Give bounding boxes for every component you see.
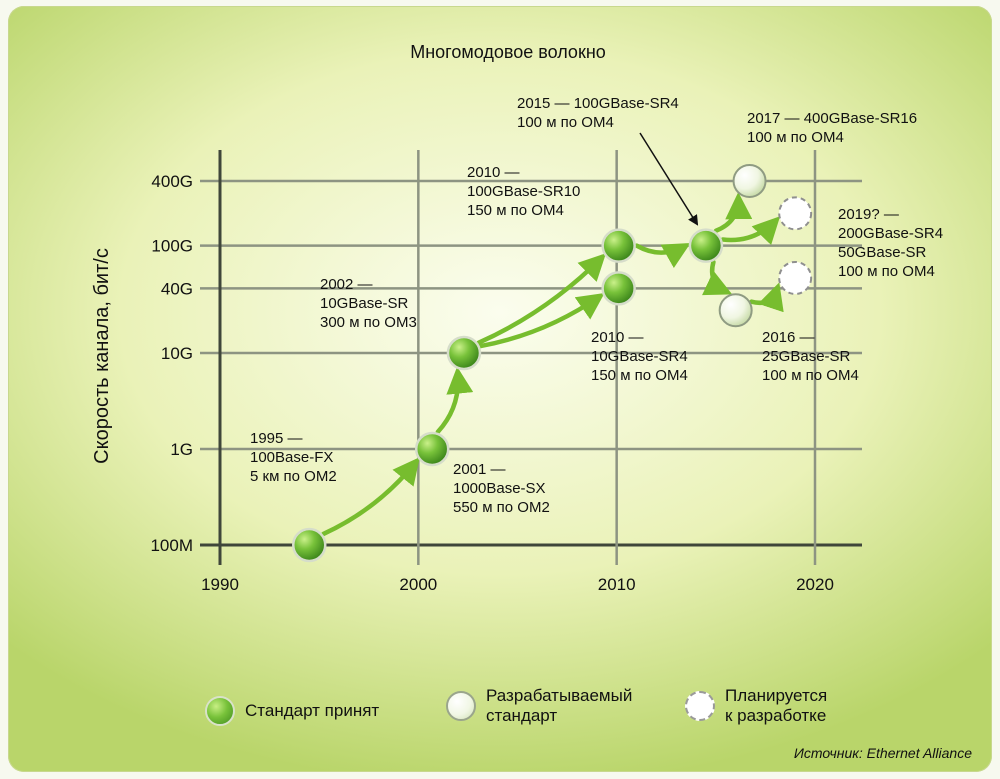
- source-note: Источник: Ethernet Alliance: [793, 745, 972, 761]
- legend-item-accepted: Стандарт принят: [205, 696, 379, 726]
- point-p2019a: [778, 196, 813, 231]
- arrow-p2015-to-p2017: [713, 192, 753, 233]
- points: [292, 164, 813, 563]
- x-tick-label-2020: 2020: [796, 575, 834, 594]
- annotation-2002: 2002 — 10GBase-SR 300 м по OM3: [320, 276, 417, 331]
- chart-panel: [8, 6, 992, 772]
- y-tick-label-1G: 1G: [170, 440, 193, 459]
- arrow-p2016-to-p2019b: [749, 282, 784, 313]
- y-tick-label-40G: 40G: [161, 279, 193, 298]
- point-p2010a: [601, 228, 636, 263]
- point-p2019b: [778, 260, 813, 295]
- x-tick-label-1990: 1990: [201, 575, 239, 594]
- legend-label-accepted: Стандарт принят: [245, 701, 380, 720]
- chart-title: Многомодовое волокно: [410, 42, 606, 62]
- y-tick-label-10G: 10G: [161, 344, 193, 363]
- annotation-2016: 2016 — 25GBase-SR 100 м по OM4: [762, 329, 859, 384]
- point-p1995: [292, 527, 327, 563]
- x-axis-ticks: 1990 2000 2010 2020: [201, 575, 834, 594]
- arrow-p2015-to-p2019a: [720, 216, 781, 246]
- legend-item-planned: Планируется к разработке: [685, 686, 827, 726]
- y-tick-label-400G: 400G: [151, 172, 193, 191]
- planned-marker-icon: [685, 691, 715, 721]
- annotation-1995: 1995 — 100Base-FX 5 км по OM2: [250, 430, 338, 485]
- arrow-p2002-to-p2010a: [476, 253, 607, 345]
- annotation-2001: 2001 — 1000Base-SX 550 м по OM2: [453, 461, 550, 516]
- arrow-p1995-to-p2001: [321, 457, 420, 537]
- x-tick-label-2010: 2010: [598, 575, 636, 594]
- point-p2001: [414, 431, 450, 467]
- legend-label-planned: Планируется к разработке: [725, 686, 828, 725]
- annotation-2015: 2015 — 100GBase-SR4 100 м по OM4: [517, 95, 683, 131]
- y-tick-label-100M: 100M: [150, 536, 193, 555]
- y-axis-label: Скорость канала, бит/с: [91, 248, 113, 464]
- legend-item-developing: Разрабатываемый стандарт: [446, 686, 632, 726]
- pointer-line-2015: [639, 132, 699, 226]
- point-p2002: [446, 335, 482, 371]
- arrow-p2010a-to-p2015: [634, 242, 691, 269]
- accepted-marker-icon: [205, 696, 235, 726]
- y-axis-ticks: 100M 1G 10G 40G 100G 400G: [150, 172, 193, 555]
- annotation-2010-40g: 2010 — 10GBase-SR4 150 м по OM4: [591, 329, 692, 384]
- annotations: 1995 — 100Base-FX 5 км по OM2 2001 — 100…: [250, 95, 947, 516]
- y-tick-label-100G: 100G: [151, 237, 193, 256]
- developing-marker-icon: [446, 691, 476, 721]
- point-p2015: [688, 228, 724, 263]
- legend-label-developing: Разрабатываемый стандарт: [486, 686, 633, 725]
- point-p2010b: [601, 271, 636, 306]
- arrow-p2002-to-p2010b: [478, 292, 605, 349]
- arrows: [321, 192, 784, 537]
- annotation-2019: 2019? — 200GBase-SR4 50GBase-SR 100 м по…: [838, 206, 947, 280]
- point-p2017: [732, 164, 767, 198]
- arrow-p2015-to-p2016: [702, 259, 733, 296]
- annotation-2017: 2017 — 400GBase-SR16 100 м по OM4: [747, 110, 921, 146]
- arrow-p2001-to-p2002: [435, 366, 474, 435]
- x-tick-label-2000: 2000: [399, 575, 437, 594]
- annotation-2010-100g: 2010 — 100GBase-SR10 150 м по OM4: [467, 164, 585, 219]
- point-p2016: [718, 293, 753, 328]
